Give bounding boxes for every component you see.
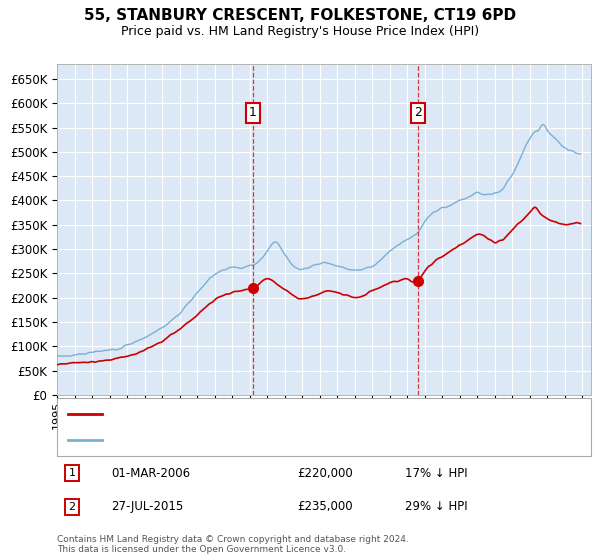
Text: Price paid vs. HM Land Registry's House Price Index (HPI): Price paid vs. HM Land Registry's House … — [121, 25, 479, 38]
Text: £220,000: £220,000 — [297, 466, 353, 480]
Text: 17% ↓ HPI: 17% ↓ HPI — [405, 466, 467, 480]
Text: 29% ↓ HPI: 29% ↓ HPI — [405, 500, 467, 514]
Text: Contains HM Land Registry data © Crown copyright and database right 2024.
This d: Contains HM Land Registry data © Crown c… — [57, 535, 409, 554]
Text: 1: 1 — [249, 106, 257, 119]
Text: 27-JUL-2015: 27-JUL-2015 — [111, 500, 183, 514]
Text: £235,000: £235,000 — [297, 500, 353, 514]
Text: 55, STANBURY CRESCENT, FOLKESTONE, CT19 6PD (detached house): 55, STANBURY CRESCENT, FOLKESTONE, CT19 … — [109, 409, 496, 419]
Text: 01-MAR-2006: 01-MAR-2006 — [111, 466, 190, 480]
Text: 2: 2 — [68, 502, 76, 512]
Text: HPI: Average price, detached house, Folkestone and Hythe: HPI: Average price, detached house, Folk… — [109, 435, 437, 445]
Text: 2: 2 — [414, 106, 422, 119]
Text: 1: 1 — [68, 468, 76, 478]
Text: 55, STANBURY CRESCENT, FOLKESTONE, CT19 6PD: 55, STANBURY CRESCENT, FOLKESTONE, CT19 … — [84, 8, 516, 24]
